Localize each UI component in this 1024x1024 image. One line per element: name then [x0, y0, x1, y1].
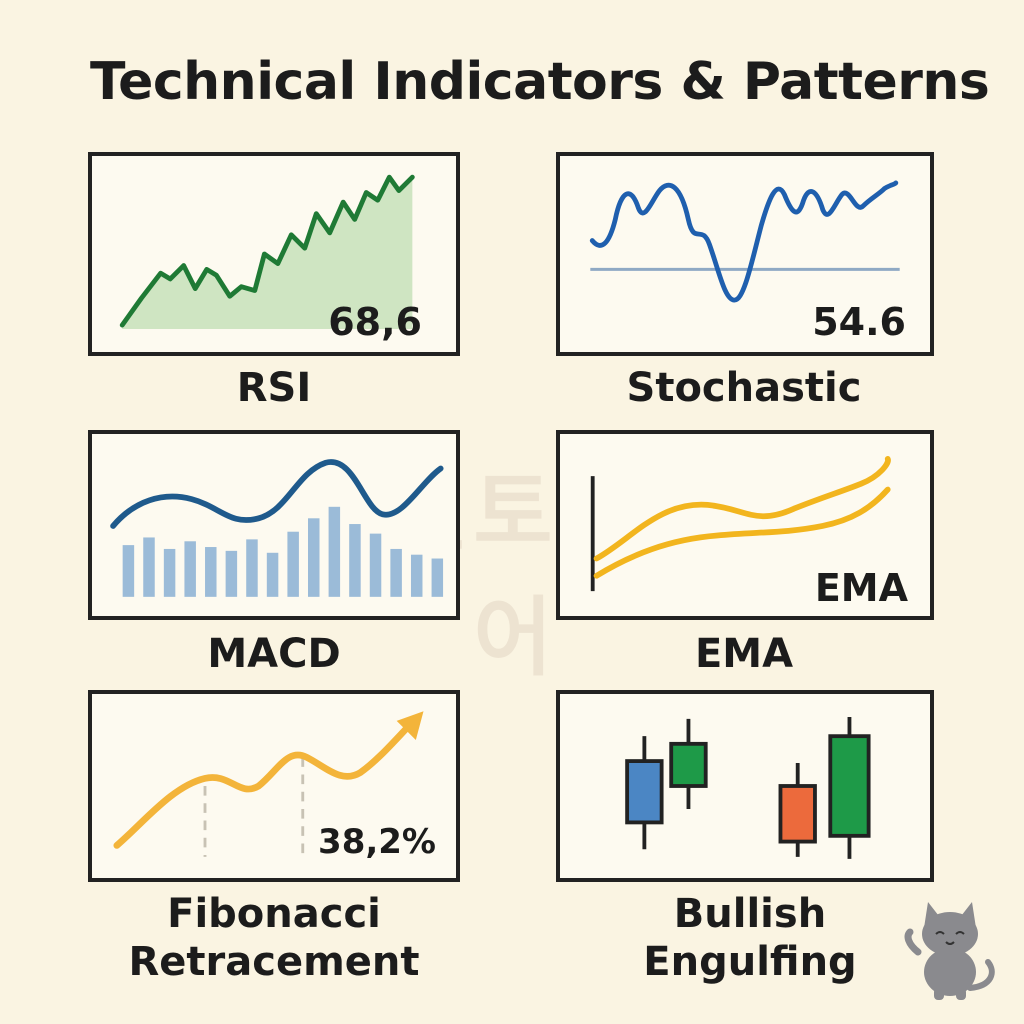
fib-arrow-head: [396, 711, 424, 740]
macd-bar: [308, 518, 320, 597]
fibonacci-value: 38,2%: [318, 822, 436, 862]
fib-price-line: [113, 719, 416, 849]
cat-mascot-icon: [904, 902, 995, 1000]
ema-chart: [590, 456, 891, 592]
stochastic-panel: 54.6: [556, 152, 934, 356]
macd-bar: [431, 558, 444, 597]
macd-bar: [410, 554, 423, 597]
macd-bar: [266, 552, 279, 597]
engulfing-caption-line2: Engulfing: [643, 939, 857, 985]
fibonacci-caption-line1: Fibonacci: [167, 891, 381, 937]
candle-4: [828, 717, 871, 859]
macd-histogram: [122, 506, 444, 597]
macd-bar: [369, 533, 382, 597]
engulfing-chart: [625, 717, 871, 859]
rsi-panel: 68,6: [88, 152, 460, 356]
candle-2: [669, 718, 708, 809]
rsi-value: 68,6: [328, 300, 422, 344]
rsi-chart: [119, 174, 415, 329]
macd-bar: [390, 548, 402, 597]
fibonacci-panel: 38,2%: [88, 690, 460, 882]
macd-line: [110, 459, 444, 529]
ema-line-slow: [593, 486, 891, 579]
stochastic-chart: [589, 180, 900, 303]
stochastic-line: [589, 180, 899, 303]
macd-bar: [205, 547, 217, 597]
fibonacci-caption-line2: Retracement: [128, 939, 420, 985]
macd-bar: [287, 531, 299, 597]
macd-bar: [349, 524, 361, 597]
macd-bar: [122, 545, 135, 597]
engulfing-caption: Bullish Engulfing: [560, 890, 940, 986]
stochastic-caption: Stochastic: [626, 365, 862, 411]
ema-value: EMA: [814, 566, 908, 610]
rsi-line: [119, 174, 415, 328]
macd-bar: [225, 550, 238, 597]
ema-line-fast: [593, 456, 891, 562]
page-title: Technical Indicators & Patterns: [90, 52, 990, 112]
macd-chart: [110, 459, 444, 597]
macd-bar: [246, 539, 258, 597]
candle-1: [625, 736, 664, 850]
macd-bar: [143, 537, 155, 597]
engulfing-caption-line1: Bullish: [673, 891, 827, 937]
fibonacci-chart: [113, 711, 424, 857]
macd-panel: [88, 430, 460, 620]
macd-bar: [184, 541, 196, 597]
candle-3: [778, 763, 817, 857]
engulfing-panel: [556, 690, 934, 882]
fibonacci-caption: Fibonacci Retracement: [84, 890, 464, 986]
ema-panel: EMA: [556, 430, 934, 620]
rsi-caption: RSI: [236, 365, 312, 411]
stochastic-value: 54.6: [812, 300, 906, 344]
macd-caption: MACD: [207, 631, 341, 677]
ema-caption: EMA: [694, 631, 794, 677]
macd-bar: [163, 548, 176, 597]
macd-bar: [328, 506, 341, 597]
